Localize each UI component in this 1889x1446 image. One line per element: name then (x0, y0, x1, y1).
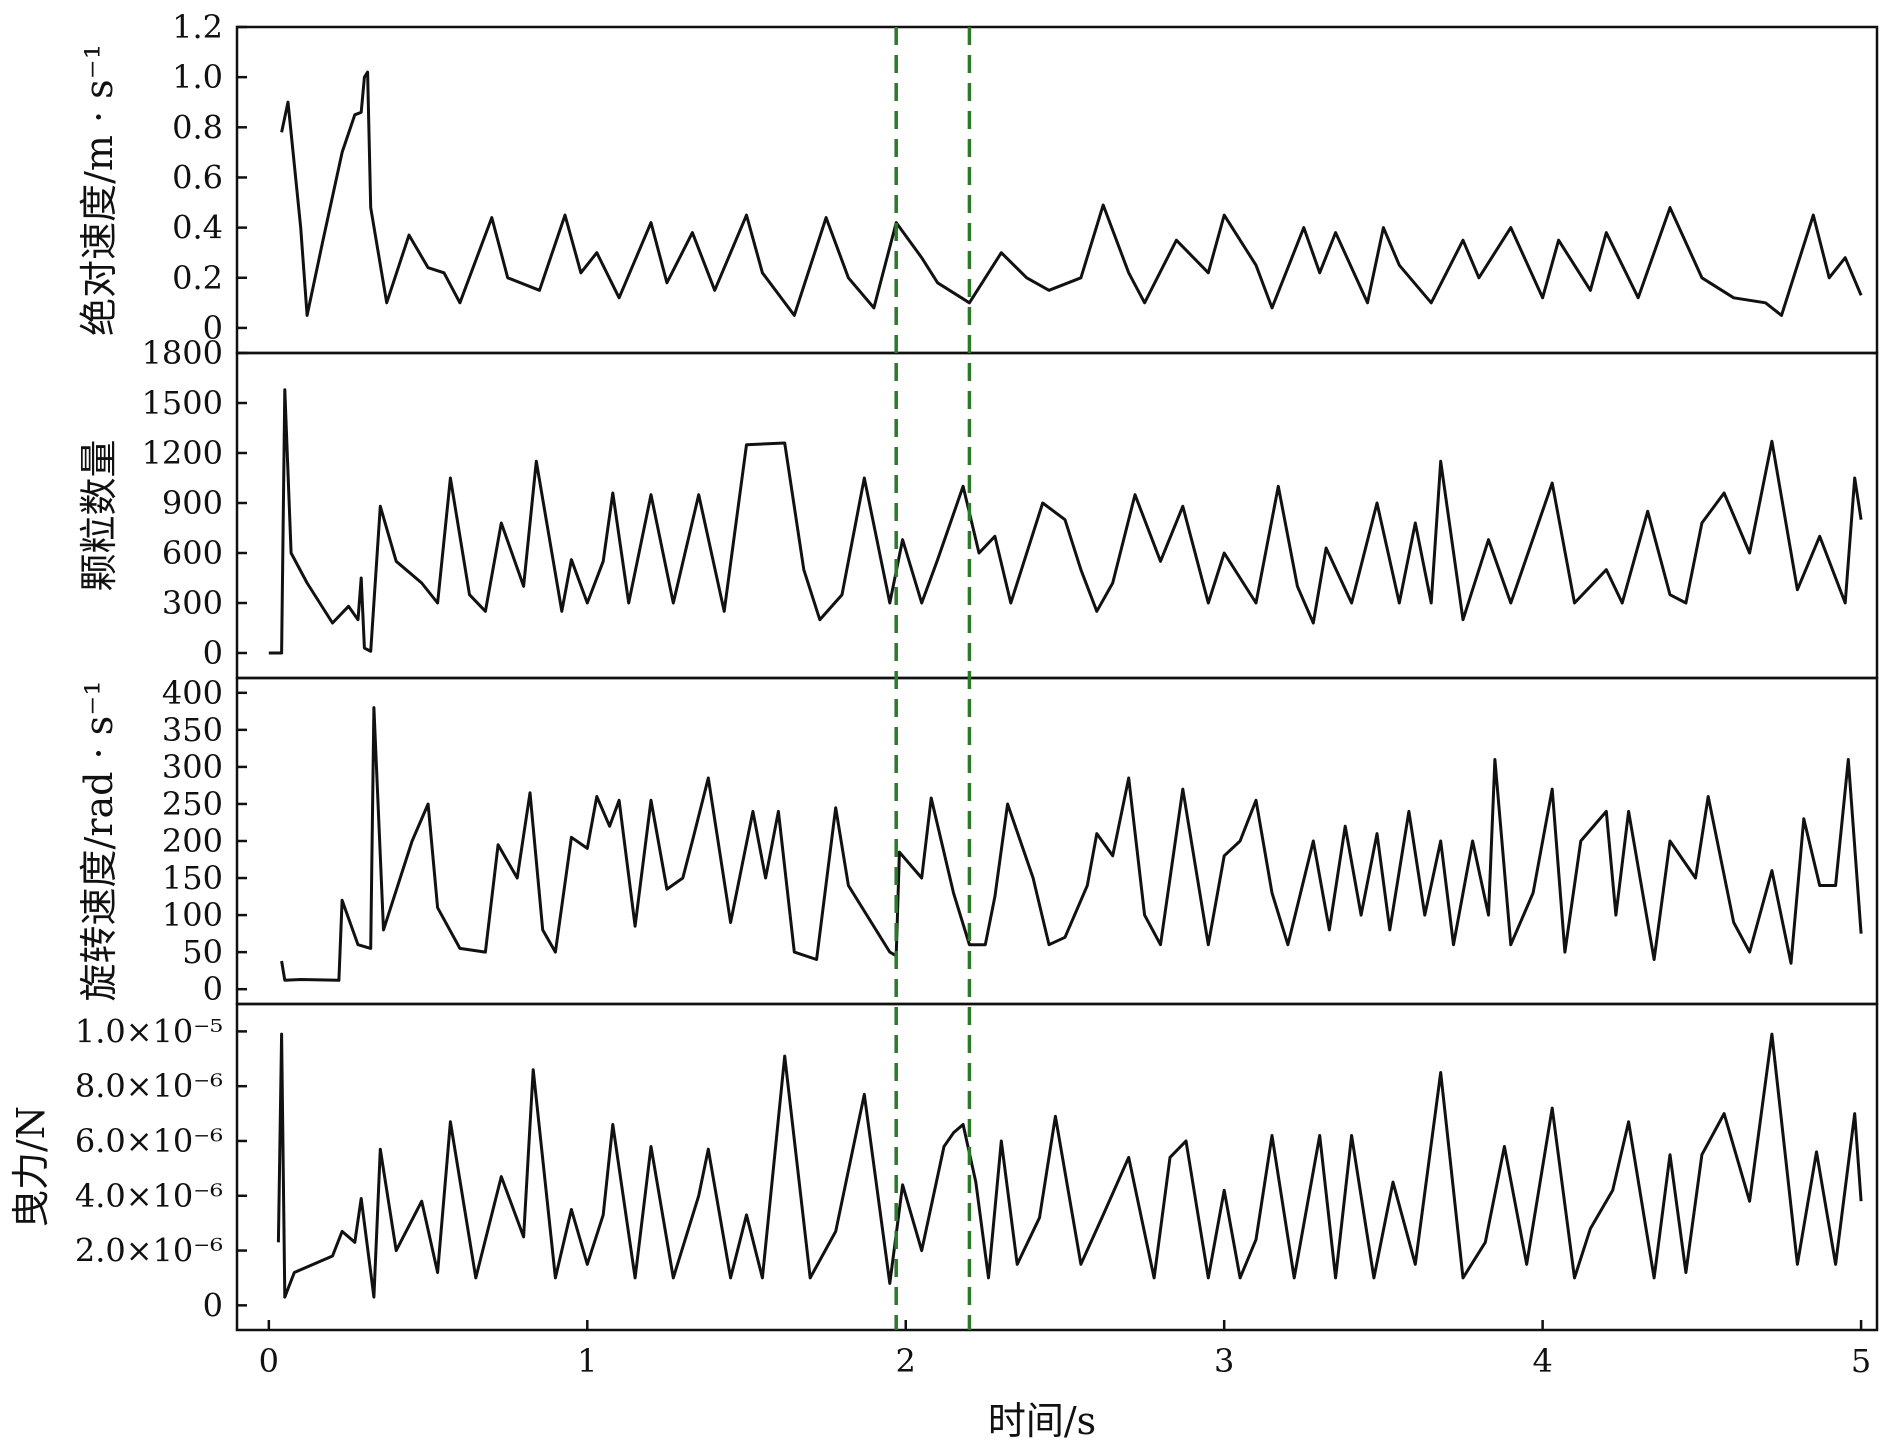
x-axis: 0 1 2 3 4 5 (259, 1320, 1871, 1380)
y-tick-label: 400 (162, 674, 223, 712)
x-tick-label: 5 (1851, 1342, 1871, 1380)
y-tick-label: 1200 (142, 434, 223, 472)
y-tick-label: 50 (182, 933, 223, 971)
y-tick-label: 300 (162, 748, 223, 786)
y-axis-title: 颗粒数量 (77, 439, 121, 591)
series-line-1 (280, 70, 1863, 317)
y-tick-label: 0.4 (172, 209, 223, 247)
y-axis-title: 绝对速度/m · s⁻¹ (77, 44, 121, 336)
y-axis-title: 曳力/N (9, 1106, 53, 1228)
y-tick-label: 900 (162, 484, 223, 522)
panel-4: 0 2.0×10⁻⁶ 4.0×10⁻⁶ 6.0×10⁻⁶ 8.0×10⁻⁶ 1.0×10⁻… (9, 1002, 1879, 1332)
x-tick-label: 3 (1214, 1342, 1234, 1380)
panel-frame (235, 25, 1879, 355)
y-axis-title: 旋转速度/rad · s⁻¹ (77, 681, 121, 1002)
y-tick-label: 300 (162, 584, 223, 622)
series-line-2 (268, 388, 1863, 655)
x-axis-title: 时间/s (988, 1399, 1096, 1443)
y-tick-label: 6.0×10⁻⁶ (75, 1122, 223, 1160)
y-tick-label: 200 (162, 822, 223, 860)
panel-frame (235, 676, 1879, 1006)
x-tick-label: 0 (259, 1342, 279, 1380)
series-line-3 (280, 706, 1863, 982)
y-tick-label: 100 (162, 896, 223, 934)
y-tick-label: 150 (162, 859, 223, 897)
x-tick-label: 4 (1532, 1342, 1552, 1380)
y-tick-label: 1.2 (172, 8, 223, 46)
x-tick-label: 1 (577, 1342, 597, 1380)
y-tick-label: 0 (203, 634, 223, 672)
panel-2: 0 300 600 900 1200 1500 1800 颗粒数量 (77, 334, 1879, 680)
y-tick-label: 0 (203, 1286, 223, 1324)
panel-1: 0 0.2 0.4 0.6 0.8 1.0 1.2 绝对速度/m · s⁻¹ (77, 8, 1879, 355)
y-tick-label: 1500 (142, 384, 223, 422)
marker-lines (894, 27, 972, 1330)
series-line-4 (276, 1032, 1863, 1299)
panels: 0 0.2 0.4 0.6 0.8 1.0 1.2 绝对速度/m · s⁻¹ 0 300 600 90… (9, 8, 1879, 1332)
y-tick-label: 250 (162, 785, 223, 823)
y-tick-label: 350 (162, 711, 223, 749)
y-tick-label: 0.6 (172, 158, 223, 196)
y-tick-label: 1800 (142, 334, 223, 372)
y-tick-label: 1.0×10⁻⁵ (75, 1012, 223, 1050)
y-tick-label: 0 (203, 309, 223, 347)
panel-frame (235, 1002, 1879, 1332)
y-tick-label: 2.0×10⁻⁶ (75, 1232, 223, 1270)
y-tick-label: 4.0×10⁻⁶ (75, 1177, 223, 1215)
y-tick-label: 0.2 (172, 259, 223, 297)
y-tick-label: 8.0×10⁻⁶ (75, 1067, 223, 1105)
y-tick-label: 600 (162, 534, 223, 572)
y-tick-label: 1.0 (172, 58, 223, 96)
y-tick-label: 0 (203, 970, 223, 1008)
y-tick-label: 0.8 (172, 108, 223, 146)
x-tick-label: 2 (896, 1342, 916, 1380)
